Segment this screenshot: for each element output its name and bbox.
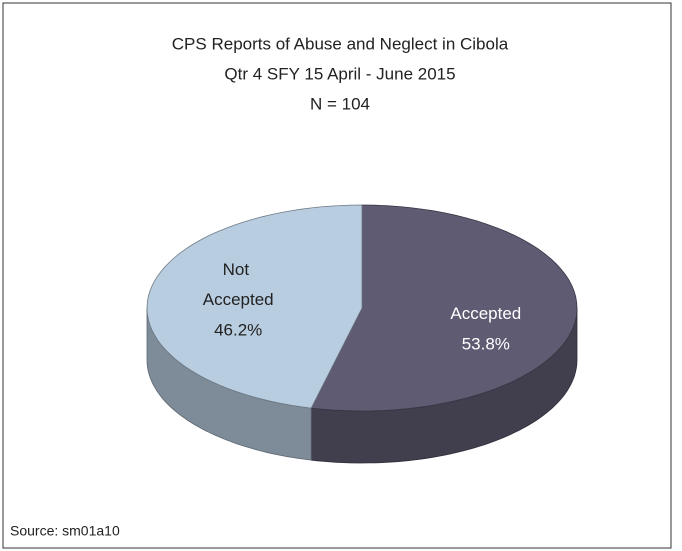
slice-label: Accepted xyxy=(450,305,521,324)
chart-title: CPS Reports of Abuse and Neglect in Cibo… xyxy=(172,34,509,53)
slice-value-label: 46.2% xyxy=(214,320,262,339)
chart-annotation: N = 104 xyxy=(310,94,370,113)
slice xyxy=(146,204,363,409)
chart-subtitle: Qtr 4 SFY 15 April - June 2015 xyxy=(224,64,455,83)
slice xyxy=(310,204,578,412)
slice-label: Not Accepted xyxy=(203,260,274,309)
source-note: Source: sm01a10 xyxy=(10,523,120,539)
slice-value-label: 53.8% xyxy=(462,335,510,354)
